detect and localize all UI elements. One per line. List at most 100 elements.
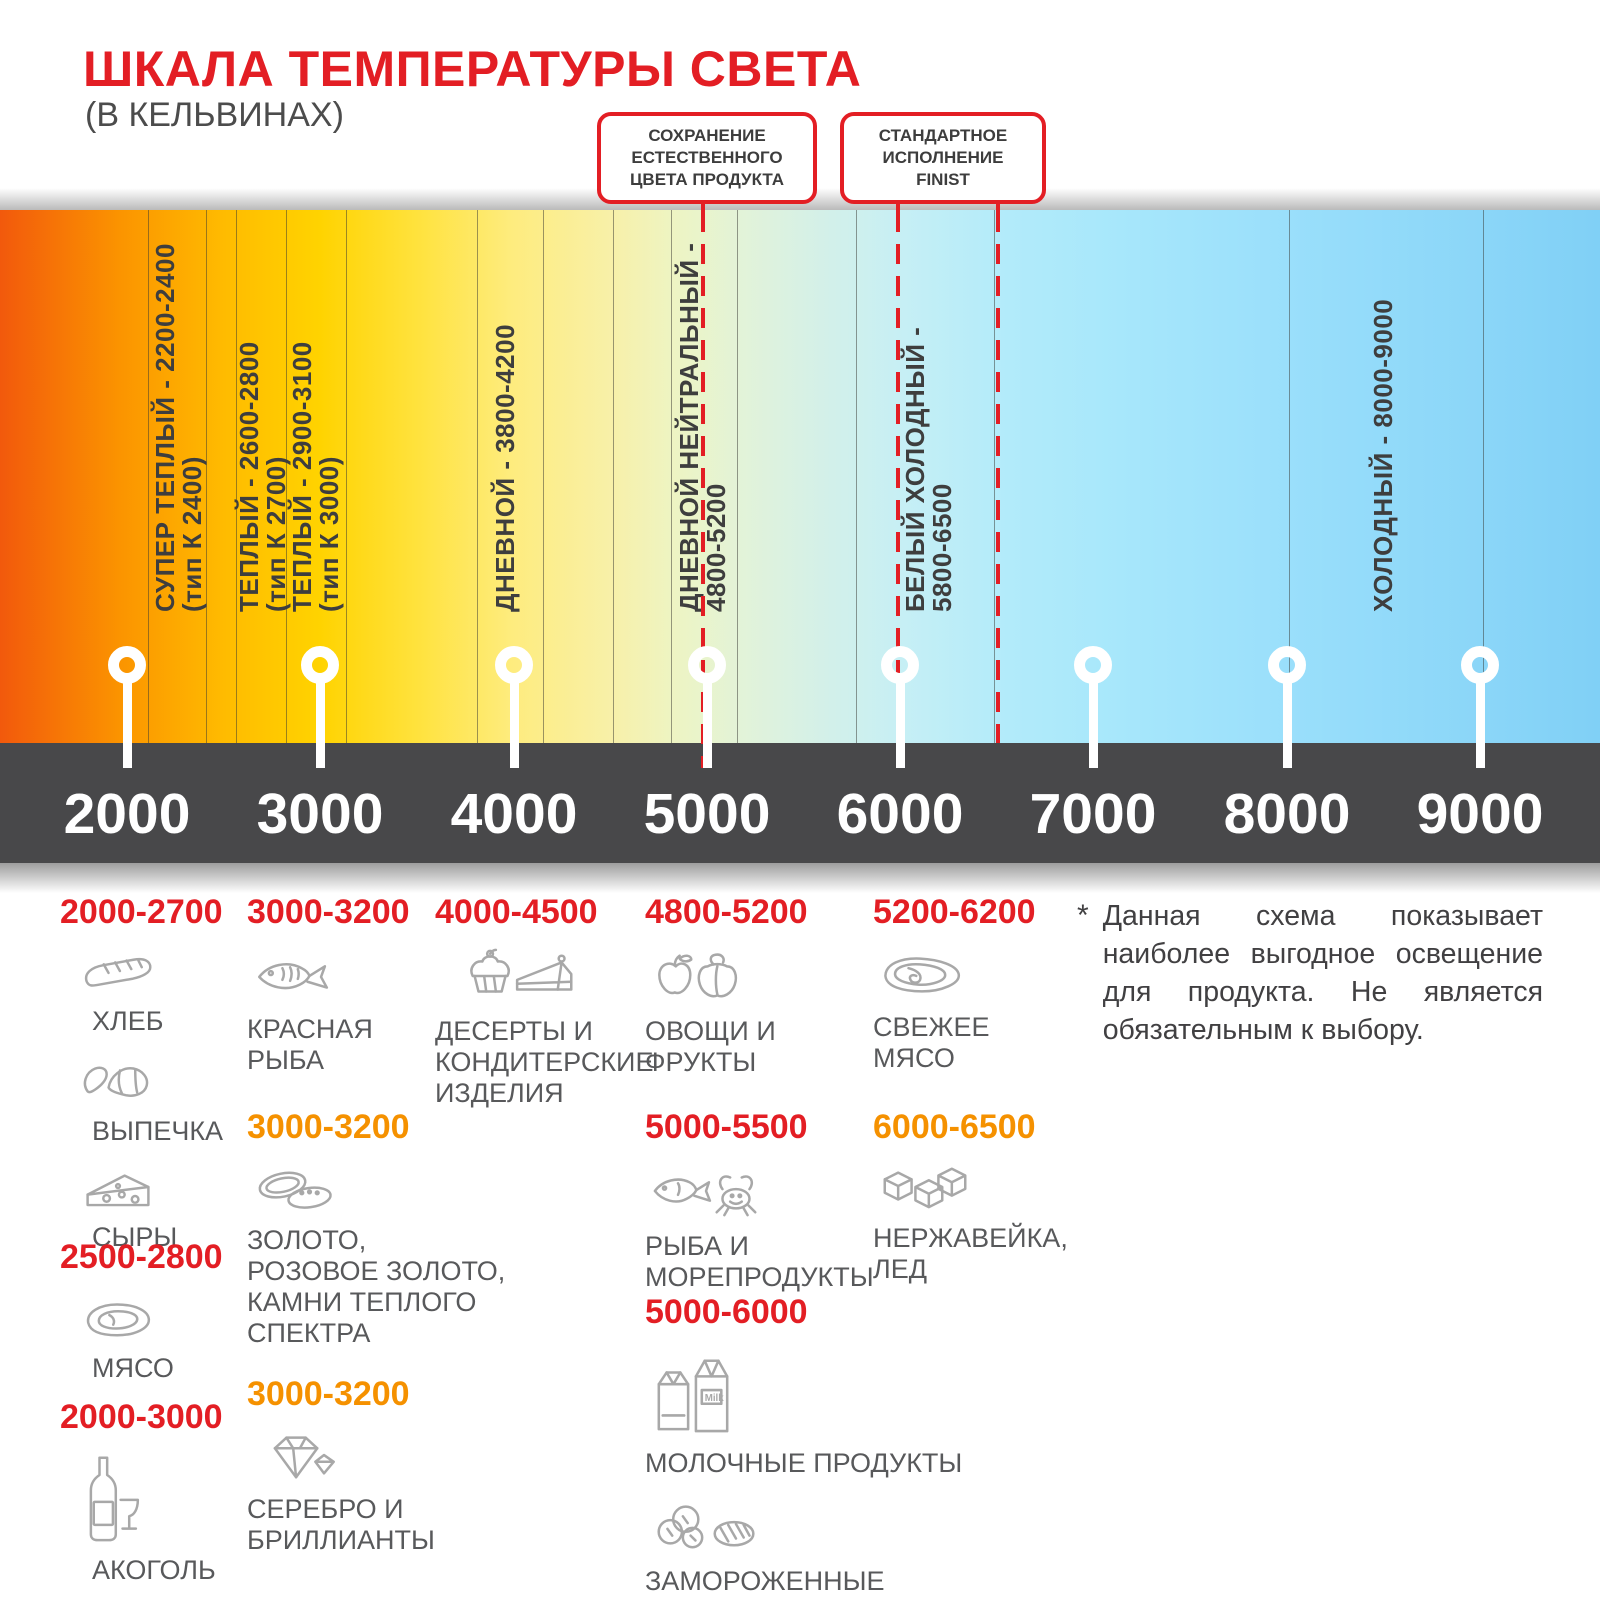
- band-boundary-line: [1289, 210, 1290, 743]
- pin-circle-icon: [1074, 646, 1112, 684]
- group-6000-6500: 6000-6500 НЕРЖАВЕЙКА, ЛЕД: [873, 1108, 1068, 1285]
- page-title: ШКАЛА ТЕМПЕРАТУРЫ СВЕТА: [83, 41, 862, 97]
- pin-circle-icon: [1268, 646, 1306, 684]
- pin-circle-icon: [495, 646, 533, 684]
- callout-natural-color-text: СОХРАНЕНИЕ ЕСТЕСТВЕННОГО ЦВЕТА ПРОДУКТА: [630, 125, 784, 190]
- item-label: АКОГОЛЬ: [92, 1555, 216, 1585]
- group-4800-5200: 4800-5200 ОВОЩИ И ФРУКТЫ: [645, 893, 808, 1078]
- item-label: ЗОЛОТО, РОЗОВОЕ ЗОЛОТО, КАМНИ ТЕПЛОГО СПЕКТ…: [247, 1225, 506, 1348]
- fresh-meat-icon: [879, 947, 1036, 1006]
- red-fish-icon: [253, 947, 410, 1008]
- fruits-vegetables-icon: [651, 947, 808, 1010]
- item-label: МЯСО: [92, 1353, 174, 1383]
- pin-stem: [1283, 681, 1292, 768]
- axis-tick-4000: 4000: [450, 782, 578, 846]
- axis-tick-5000: 5000: [643, 782, 771, 846]
- milk-icon: Milk: [651, 1347, 962, 1442]
- range-header: 2000-3000: [60, 1398, 223, 1436]
- axis-tick-2000: 2000: [63, 782, 191, 846]
- band-label-warm-3000: ТЕПЛЫЙ - 2900-3100 (тип К 3000): [287, 341, 344, 612]
- item-label: ХЛЕБ: [92, 1006, 164, 1036]
- group-5200-6200: 5200-6200 СВЕЖЕЕ МЯСО: [873, 893, 1036, 1074]
- pin-stem: [510, 681, 519, 768]
- svg-text:Milk: Milk: [705, 1393, 725, 1404]
- footnote-asterisk: *: [1077, 899, 1089, 932]
- range-header: 5000-5500: [645, 1108, 808, 1146]
- footnote: * Данная схема показывает наиболее выгод…: [1077, 897, 1543, 1049]
- item-label: КРАСНАЯ РЫБА: [247, 1014, 373, 1075]
- ice-icon: [879, 1162, 1068, 1217]
- item-label: СЕРЕБРО И БРИЛЛИАНТЫ: [247, 1494, 435, 1555]
- item-label: СВЕЖЕЕ МЯСО: [873, 1012, 990, 1073]
- range-header: 4800-5200: [645, 893, 808, 931]
- item-label: ВЫПЕЧКА: [92, 1116, 224, 1146]
- group-3000-3200-silver: 3000-3200 СЕРЕБРО И БРИЛЛИАНТЫ: [247, 1375, 435, 1556]
- band-label-daylight: ДНЕВНОЙ - 3800-4200: [490, 323, 520, 612]
- range-header: 2000-2700: [60, 893, 223, 931]
- range-header: 5200-6200: [873, 893, 1036, 931]
- gold-rings-icon: [253, 1162, 505, 1219]
- range-header: 5000-6000: [645, 1293, 808, 1331]
- item-label: ДЕСЕРТЫ И КОНДИТЕРСКИЕ ИЗДЕЛИЯ: [435, 1016, 654, 1108]
- group-4000-4500: 4000-4500 ДЕСЕРТЫ И КОНДИТЕРСКИЕ ИЗДЕЛИЯ: [435, 893, 653, 1109]
- natural-color-marker-line: [701, 212, 705, 768]
- callout-finist-standard-text: СТАНДАРТНОЕ ИСПОЛНЕНИЕ FINIST: [878, 125, 1008, 190]
- seafood-icon: [651, 1162, 874, 1225]
- band-boundary-line: [613, 210, 614, 743]
- item-label: ОВОЩИ И ФРУКТЫ: [645, 1016, 776, 1077]
- band-label-cold: ХОЛОДНЫЙ - 8000-9000: [1368, 298, 1398, 612]
- item-label: МОЛОЧНЫЕ ПРОДУКТЫ: [645, 1448, 963, 1478]
- band-label-super-warm: СУПЕР ТЕПЛЫЙ - 2200-2400 (тип К 2400): [150, 243, 207, 612]
- range-header: 3000-3200: [247, 1375, 410, 1413]
- kelvin-axis-bar: [0, 743, 1600, 863]
- footnote-text: Данная схема показывает наиболее выгодно…: [1102, 900, 1543, 1046]
- item-label: НЕРЖАВЕЙКА, ЛЕД: [873, 1223, 1068, 1284]
- callout-natural-color: СОХРАНЕНИЕ ЕСТЕСТВЕННОГО ЦВЕТА ПРОДУКТА: [597, 112, 817, 204]
- axis-tick-7000: 7000: [1029, 782, 1157, 846]
- band-label-warm-2700: ТЕПЛЫЙ - 2600-2800 (тип К 2700): [234, 341, 291, 612]
- croissant-icon: [80, 1053, 223, 1110]
- band-boundary-line: [994, 210, 995, 743]
- band-boundary-line: [236, 210, 237, 743]
- pin-stem: [123, 681, 132, 768]
- kelvin-spectrum-gradient: [0, 210, 1600, 743]
- band-boundary-line: [856, 210, 857, 743]
- alcohol-icon: [80, 1452, 223, 1549]
- cheese-icon: [80, 1163, 223, 1216]
- frozen-food-icon: [651, 1495, 962, 1560]
- group-3000-3200-gold: 3000-3200 ЗОЛОТО, РОЗОВОЕ ЗОЛОТО, КАМНИ ТЕ…: [247, 1108, 505, 1349]
- band-boundary-line: [477, 210, 478, 743]
- pin-circle-icon: [108, 646, 146, 684]
- item-label: ЗАМОРОЖЕННЫЕПОЛУФАБРИКАТЫ: [645, 1566, 885, 1600]
- group-5000-5500: 5000-5500 РЫБА И МОРЕПРОДУКТЫ: [645, 1108, 874, 1293]
- pin-circle-icon: [1461, 646, 1499, 684]
- range-header: 3000-3200: [247, 1108, 410, 1146]
- bread-icon: [80, 947, 223, 1000]
- axis-tick-3000: 3000: [256, 782, 384, 846]
- band-boundary-line: [671, 210, 672, 743]
- band-boundary-line: [148, 210, 149, 743]
- range-header: 3000-3200: [247, 893, 410, 931]
- pin-circle-icon: [881, 646, 919, 684]
- axis-tick-8000: 8000: [1223, 782, 1351, 846]
- group-2000-3000: 2000-3000 АКОГОЛЬ: [60, 1398, 223, 1586]
- group-5000-6000: 5000-6000 Milk МОЛОЧНЫЕ ПРОДУКТЫ ЗАМОРОЖ…: [645, 1293, 962, 1600]
- page-subtitle: (В КЕЛЬВИНАХ): [85, 96, 344, 134]
- axis-bottom-shadow: [0, 863, 1600, 893]
- pin-stem: [1476, 681, 1485, 768]
- band-boundary-line: [206, 210, 207, 743]
- item-label: СЫРЫ: [92, 1222, 178, 1252]
- band-boundary-line: [286, 210, 287, 743]
- range-header: 2500-2800: [60, 1238, 223, 1276]
- group-3000-3200-fish: 3000-3200 КРАСНАЯ РЫБА: [247, 893, 410, 1076]
- band-boundary-line: [346, 210, 347, 743]
- group-2000-2700: 2000-2700 ХЛЕБ ВЫПЕЧКА СЫРЫ: [60, 893, 223, 1253]
- group-2500-2800: 2500-2800 МЯСО: [60, 1238, 223, 1384]
- pin-stem: [703, 681, 712, 768]
- desserts-icon: [441, 947, 653, 1010]
- band-boundary-line: [1483, 210, 1484, 743]
- finist-marker-line-right: [996, 212, 1000, 743]
- range-header: 4000-4500: [435, 893, 598, 931]
- finist-marker-line-left: [896, 212, 900, 743]
